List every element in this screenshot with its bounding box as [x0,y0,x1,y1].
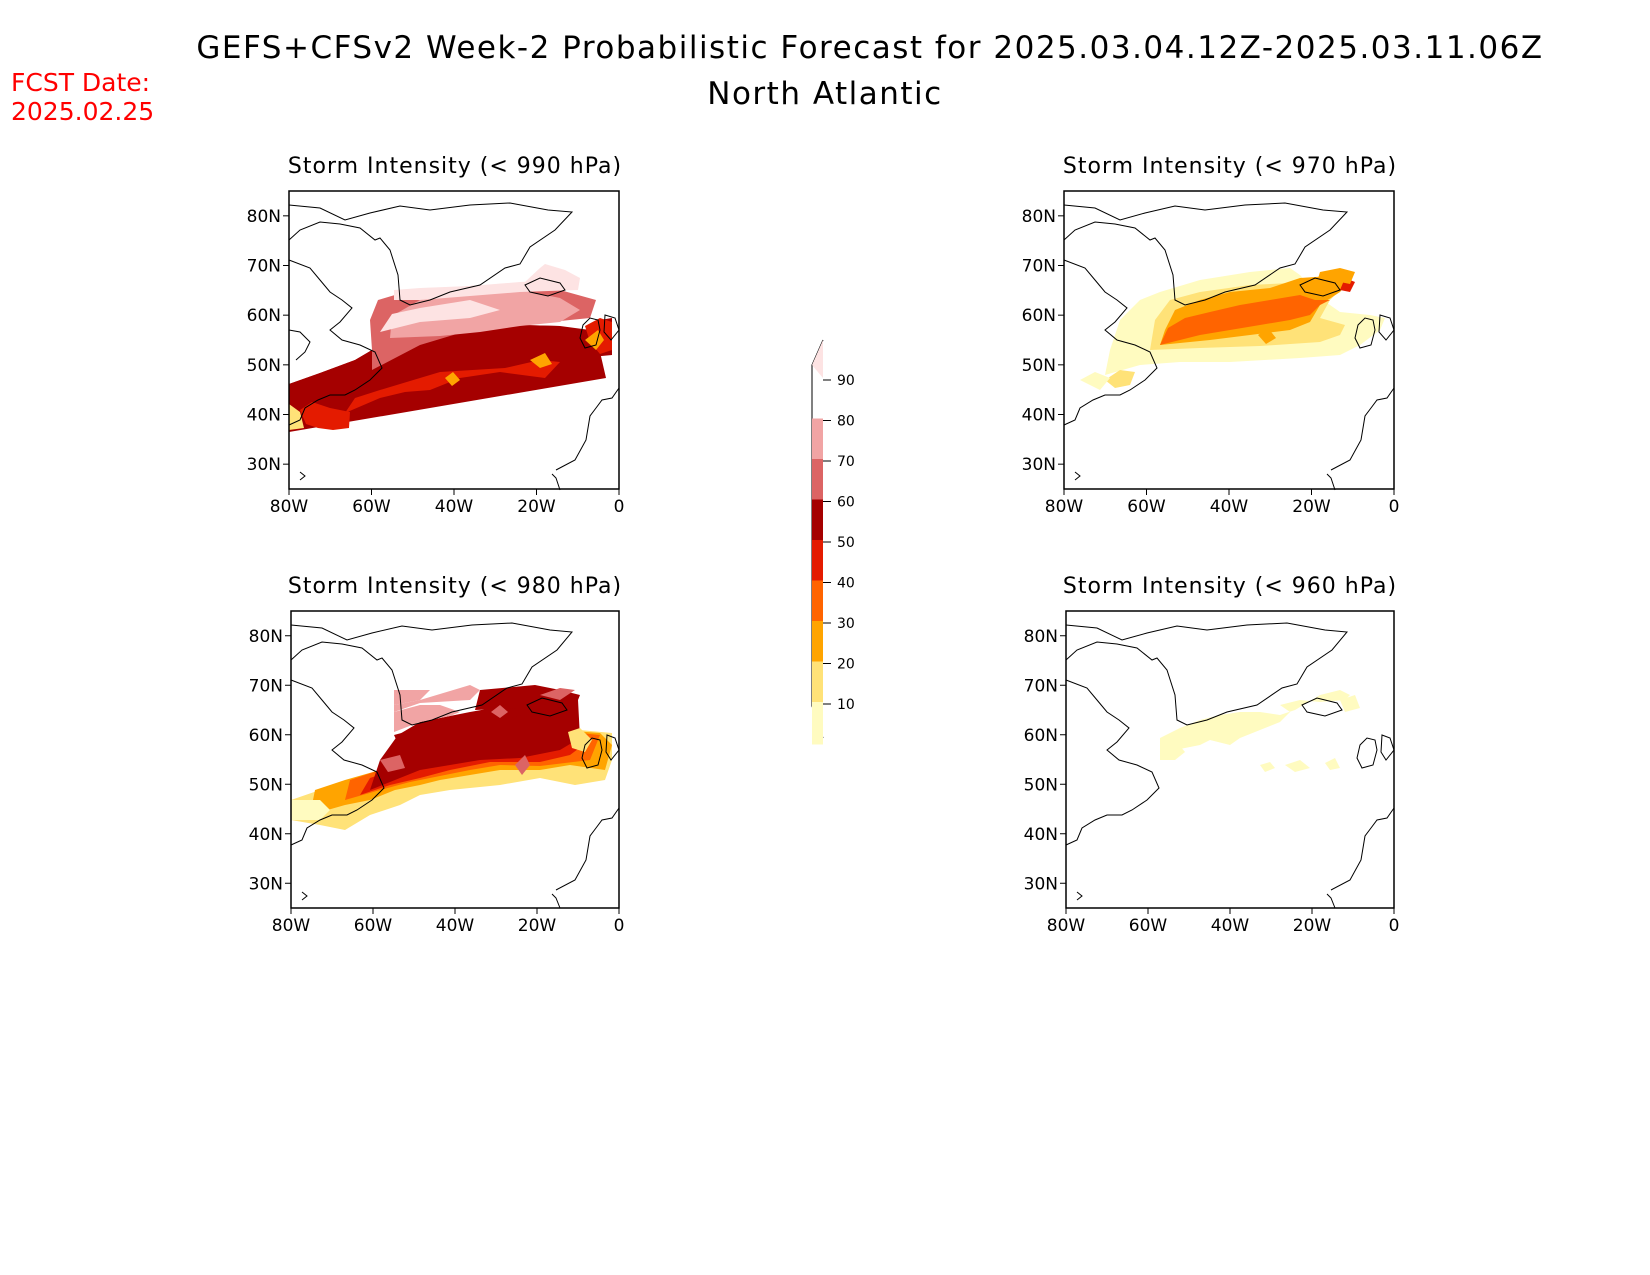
lon-tick-label: 0 [1389,916,1400,936]
lon-tick-label: 0 [1389,497,1400,517]
colorbar-swatch [812,702,823,745]
colorbar-swatch [812,621,823,662]
lon-tick-label: 60W [1129,916,1168,936]
lat-tick-label: 80N [249,627,283,647]
lat-tick-label: 70N [1024,676,1058,696]
lat-tick-label: 80N [1024,627,1058,647]
lat-tick-label: 50N [249,775,283,795]
lat-tick-label: 60N [247,306,281,326]
region-subtitle: North Atlantic [707,76,943,112]
lon-tick-label: 80W [1045,497,1084,517]
colorbar-label: 10 [837,697,855,713]
figure-title: GEFS+CFSv2 Week-2 Probabilistic Forecast… [196,30,1544,66]
lon-tick-label: 40W [1211,916,1250,936]
colorbar-label: 80 [837,414,855,430]
coastlines-990 [288,202,620,491]
lat-tick-label: 40N [1022,406,1056,426]
lat-tick-label: 60N [1024,726,1058,746]
lon-tick-label: 20W [1292,497,1331,517]
lat-tick-label: 30N [1024,874,1058,894]
colorbar-label: 40 [837,576,855,592]
lon-tick-label: 0 [614,497,625,517]
colorbar-swatch [812,499,823,540]
lat-tick-label: 40N [1024,825,1058,845]
lat-tick-label: 80N [247,207,281,227]
colorbar-top-triangle [812,340,823,378]
lon-tick-label: 20W [517,497,556,517]
lon-tick-label: 60W [354,916,393,936]
lon-tick-label: 40W [1210,497,1249,517]
colorbar-label: 70 [837,454,855,470]
panel-title-960: Storm Intensity (< 960 hPa) [1063,574,1397,599]
lon-tick-label: 80W [270,497,309,517]
coastlines-960 [1065,622,1395,909]
lat-tick-label: 40N [247,406,281,426]
forecast-date-value: 2025.02.25 [11,97,155,126]
colorbar-swatch [812,661,823,702]
probability-shading-980 [291,685,612,830]
panel-970hpa: Storm Intensity (< 970 hPa) 80N 70N 60N 50N… [1022,154,1400,517]
lat-tick-label: 50N [1022,356,1056,376]
lat-tick-label: 30N [247,455,281,475]
panel-990hpa: Storm Intensity (< 990 hPa) [247,154,625,517]
lat-tick-label: 80N [1022,207,1056,227]
lat-tick-label: 30N [249,874,283,894]
lon-tick-label: 40W [436,916,475,936]
panel-title-980: Storm Intensity (< 980 hPa) [288,574,622,599]
panel-960hpa: Storm Intensity (< 960 hPa) 80N 70N 60N 50N… [1024,574,1400,936]
lat-tick-label: 70N [249,676,283,696]
panel-title-970: Storm Intensity (< 970 hPa) [1063,154,1397,179]
lat-tick-label: 60N [249,726,283,746]
panel-980hpa: Storm Intensity (< 980 hPa) [249,574,625,936]
colorbar-swatch [812,459,823,500]
lon-tick-label: 20W [518,916,557,936]
probability-shading-990 [289,264,612,432]
lat-tick-label: 70N [1022,257,1056,277]
lat-tick-label: 70N [247,257,281,277]
colorbar-swatch [812,540,823,581]
lat-tick-label: 40N [249,825,283,845]
lat-tick-label: 30N [1022,455,1056,475]
coastlines-970 [1063,202,1395,491]
lon-tick-label: 80W [1047,916,1086,936]
colorbar-swatch [812,418,823,459]
lon-tick-label: 60W [1127,497,1166,517]
lon-tick-label: 80W [272,916,311,936]
lon-tick-label: 40W [435,497,474,517]
lat-tick-label: 50N [247,356,281,376]
colorbar-label: 60 [837,495,855,511]
lon-tick-label: 60W [352,497,391,517]
lon-tick-label: 0 [614,916,625,936]
colorbar-swatch [812,580,823,621]
probability-shading-960 [1160,690,1360,772]
panel-title-990: Storm Intensity (< 990 hPa) [288,154,622,179]
colorbar: 10 20 30 40 50 60 70 80 90 [811,339,855,745]
coastlines-980 [290,622,620,909]
colorbar-label: 90 [837,373,855,389]
lat-tick-label: 60N [1022,306,1056,326]
colorbar-label: 20 [837,657,855,673]
colorbar-label: 50 [837,535,855,551]
colorbar-label: 30 [837,616,855,632]
forecast-date-label: FCST Date: [11,68,151,97]
lat-tick-label: 50N [1024,775,1058,795]
lon-tick-label: 20W [1293,916,1332,936]
